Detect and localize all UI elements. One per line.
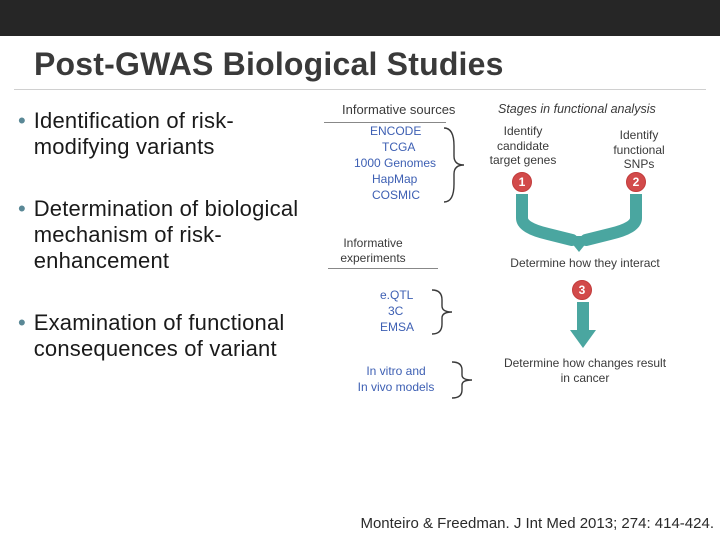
stage-label: Determine how changes result in cancer <box>500 356 670 385</box>
bullet-item: • Determination of biological mechanism … <box>18 196 304 274</box>
step-badge: 2 <box>626 172 646 192</box>
source-item: e.QTL <box>380 288 413 304</box>
source-item: ENCODE <box>370 124 421 140</box>
stage-label: Identify functional SNPs <box>598 128 680 172</box>
brace-icon <box>430 288 454 336</box>
bullet-list: • Identification of risk-modifying varia… <box>14 98 304 458</box>
brace-icon <box>442 126 466 204</box>
bullet-text: Examination of functional consequences o… <box>34 310 304 362</box>
bullet-dot-icon: • <box>18 312 26 334</box>
bullet-item: • Identification of risk-modifying varia… <box>18 108 304 160</box>
diagram-column: Informative sources Stages in functional… <box>304 98 706 458</box>
experiments-label: Informative experiments <box>328 236 418 269</box>
stages-header: Stages in functional analysis <box>498 102 656 118</box>
source-item: HapMap <box>372 172 417 188</box>
step-badge: 3 <box>572 280 592 300</box>
arrow-down-icon <box>566 302 600 348</box>
source-item: EMSA <box>380 320 414 336</box>
experiments-text: Informative experiments <box>328 236 418 266</box>
stage-label: Determine how they interact <box>500 256 670 271</box>
bullet-dot-icon: • <box>18 110 26 132</box>
arrow-down-icon <box>488 194 668 252</box>
step-badge: 1 <box>512 172 532 192</box>
bullet-text: Determination of biological mechanism of… <box>34 196 304 274</box>
models-label: In vitro and In vivo models <box>346 364 446 395</box>
flow-diagram: Informative sources Stages in functional… <box>310 98 706 458</box>
source-brace <box>320 122 450 123</box>
bullet-text: Identification of risk-modifying variant… <box>34 108 304 160</box>
source-item: COSMIC <box>372 188 420 204</box>
bullet-item: • Examination of functional consequences… <box>18 310 304 362</box>
top-band <box>0 0 720 36</box>
source-item: TCGA <box>382 140 415 156</box>
content-area: • Identification of risk-modifying varia… <box>0 90 720 458</box>
sources-header: Informative sources <box>342 102 455 118</box>
brace-icon <box>450 360 474 400</box>
source-item: 3C <box>388 304 403 320</box>
source-item: 1000 Genomes <box>354 156 436 172</box>
slide-title: Post-GWAS Biological Studies <box>14 36 706 90</box>
citation: Monteiro & Freedman. J Int Med 2013; 274… <box>360 515 714 532</box>
bullet-dot-icon: • <box>18 198 26 220</box>
stage-label: Identify candidate target genes <box>480 124 566 168</box>
